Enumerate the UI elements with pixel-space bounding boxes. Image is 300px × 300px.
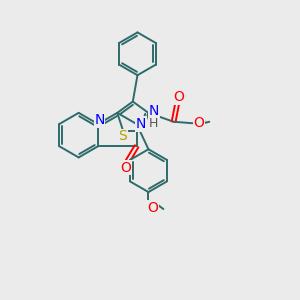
Text: N: N: [148, 104, 159, 118]
Text: O: O: [147, 201, 159, 216]
Text: N: N: [136, 117, 146, 131]
Text: O: O: [173, 90, 185, 105]
Text: H: H: [149, 117, 158, 130]
Text: N: N: [148, 104, 159, 118]
Text: H: H: [149, 117, 158, 130]
Text: O: O: [194, 116, 204, 130]
Text: S: S: [118, 130, 127, 143]
Text: O: O: [148, 201, 158, 215]
Text: O: O: [193, 115, 205, 130]
Text: N: N: [94, 113, 105, 128]
Text: O: O: [120, 160, 132, 175]
Text: N: N: [94, 113, 105, 128]
Text: S: S: [118, 129, 128, 144]
Text: N: N: [136, 117, 146, 131]
Text: O: O: [121, 161, 132, 175]
Text: O: O: [173, 90, 184, 104]
